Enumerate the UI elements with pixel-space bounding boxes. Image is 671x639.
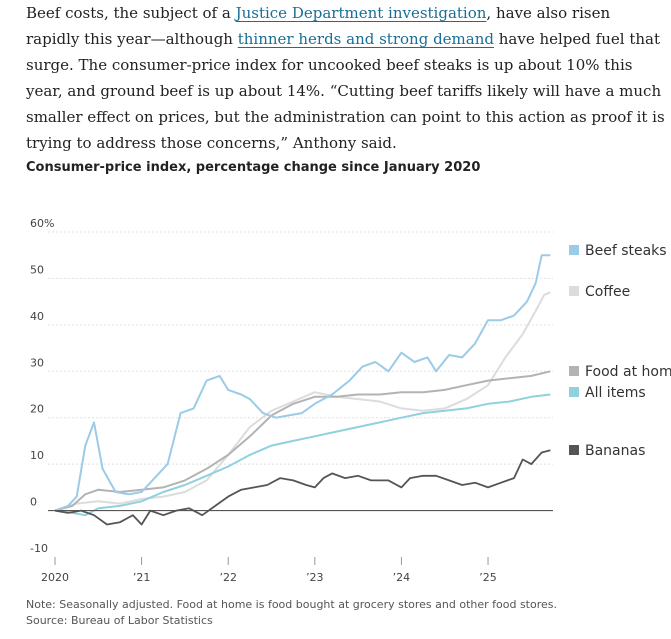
x-tick-label: ’21 xyxy=(133,571,151,584)
legend-label: Food at home xyxy=(585,364,671,380)
footnote-source: Source: Bureau of Labor Statistics xyxy=(26,614,213,627)
y-tick-label: -10 xyxy=(30,542,48,555)
footnote-note: Note: Seasonally adjusted. Food at home … xyxy=(26,598,558,611)
y-tick-label: 0 xyxy=(30,496,37,509)
x-tick-label: ’22 xyxy=(219,571,237,584)
y-tick-label: 10 xyxy=(30,449,44,462)
axes: 60% 50 40 30 20 10 0 -10 2020 ’21 ’22 ’23 ’24 ’25 xyxy=(30,217,553,584)
y-tick-label: 50 xyxy=(30,263,44,276)
y-tick-label: 40 xyxy=(30,310,44,323)
link-justice-department[interactable]: Justice Department investigation xyxy=(235,4,487,22)
legend-label: Coffee xyxy=(585,284,630,300)
x-tick-label: ’23 xyxy=(306,571,324,584)
x-tick-label: ’24 xyxy=(393,571,411,584)
article-text-2: , have also risen rapidly this year—alth… xyxy=(26,4,611,48)
legend-label: Beef steaks xyxy=(585,243,667,259)
legend-label: Bananas xyxy=(585,443,645,459)
series-line-all-items xyxy=(54,393,551,517)
cpi-line-chart: 60% 50 40 30 20 10 0 -10 2020 ’21 ’22 ’23 ’24 ’25 Cof… xyxy=(30,217,671,584)
article-text-1: Beef costs, the subject of a xyxy=(26,4,236,22)
legend-swatch xyxy=(569,445,579,455)
x-tick-label: 2020 xyxy=(41,571,69,584)
link-thinner-herds[interactable]: thinner herds and strong demand xyxy=(237,30,494,48)
series-line-beef-steaks xyxy=(54,254,551,512)
series-lines xyxy=(54,254,551,526)
series-line-bananas xyxy=(54,449,551,526)
y-tick-label: 20 xyxy=(30,403,44,416)
legend-label: All items xyxy=(585,385,646,401)
legend-swatch xyxy=(569,245,579,255)
y-tick-label: 30 xyxy=(30,356,44,369)
y-tick-label: 60% xyxy=(30,217,54,230)
gridlines xyxy=(48,231,553,465)
chart-footnote: Note: Seasonally adjusted. Food at home … xyxy=(26,597,557,629)
x-tick-label: ’25 xyxy=(479,571,497,584)
legend: Coffee Food at home Beef steaks All items Ba… xyxy=(569,243,671,459)
article-text-3: have helped fuel that surge. The consume… xyxy=(26,30,665,152)
article-paragraph: Beef costs, the subject of a Justice Dep… xyxy=(26,0,666,156)
chart-title: Consumer-price index, percentage change … xyxy=(26,160,481,175)
legend-swatch xyxy=(569,387,579,397)
legend-swatch xyxy=(569,366,579,376)
legend-swatch xyxy=(569,286,579,296)
series-line-coffee xyxy=(54,291,551,512)
